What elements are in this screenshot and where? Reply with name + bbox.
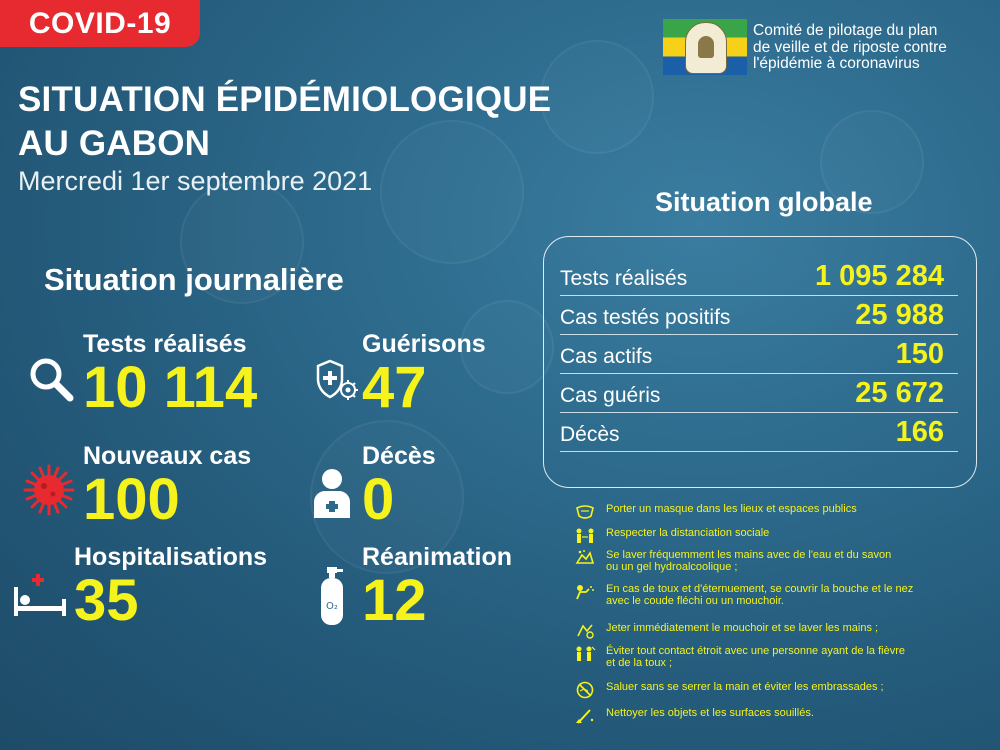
gabon-flag-logo	[663, 19, 747, 75]
tip-text: Porter un masque dans les lieux et espac…	[606, 503, 857, 515]
background-virus-shape	[180, 180, 304, 304]
global-row-value: 25 988	[855, 299, 944, 331]
tissue-icon	[577, 624, 594, 639]
global-row-value: 1 095 284	[814, 260, 944, 292]
title-line-2: AU GABON	[18, 124, 211, 163]
stat-tests-value: 10 114	[83, 355, 258, 420]
global-row-value: 25 672	[855, 377, 944, 409]
tip-text: Nettoyer les objets et les surfaces soui…	[606, 707, 814, 719]
tip-text: Jeter immédiatement le mouchoir et se la…	[606, 622, 879, 634]
handwash-icon	[575, 550, 595, 564]
page-title: SITUATION ÉPIDÉMIOLOGIQUE AU GABON	[18, 78, 551, 166]
svg-text:O₂: O₂	[326, 601, 338, 612]
global-row-label: Cas actifs	[560, 345, 653, 368]
stat-new-cases-label: Nouveaux cas	[83, 442, 252, 470]
distance-icon	[576, 528, 594, 543]
hospital-bed-icon	[14, 574, 66, 616]
person-icon	[314, 469, 350, 518]
stat-deaths-label: Décès	[362, 442, 436, 470]
report-date: Mercredi 1er septembre 2021	[18, 166, 373, 196]
oxygen-tank-icon: O₂	[321, 567, 343, 625]
background-virus-shape	[460, 300, 554, 394]
avoid-contact-icon	[576, 646, 596, 661]
background-virus-shape	[820, 110, 924, 214]
global-row-label: Tests réalisés	[560, 267, 688, 290]
virus-icon	[23, 464, 75, 516]
stat-icu-label: Réanimation	[362, 543, 513, 571]
stat-hospitalisations-label: Hospitalisations	[74, 543, 268, 571]
magnifier-icon	[30, 358, 74, 402]
stat-icu-value: 12	[362, 568, 427, 633]
stat-new-cases-value: 100	[83, 467, 180, 532]
global-heading: Situation globale	[655, 187, 873, 217]
tip-text: Éviter tout contact étroit avec une pers…	[606, 645, 906, 669]
committee-name: Comité de pilotage du plan de veille et …	[753, 22, 998, 73]
covid-badge: COVID-19	[0, 0, 200, 47]
background-virus-shape	[540, 40, 654, 154]
stat-deaths-value: 0	[362, 467, 395, 532]
daily-heading: Situation journalière	[44, 262, 344, 297]
global-row-active: Cas actifs 150	[560, 335, 958, 374]
committee-line: de veille et de riposte contre	[753, 38, 947, 56]
cleaning-icon	[576, 709, 594, 724]
committee-line: l'épidémie à coronavirus	[753, 55, 920, 72]
stat-tests-label: Tests réalisés	[83, 330, 247, 358]
stat-hospitalisations-value: 35	[74, 568, 139, 633]
global-row-recovered: Cas guéris 25 672	[560, 374, 958, 413]
global-row-label: Cas testés positifs	[560, 306, 731, 329]
no-handshake-icon	[576, 681, 594, 699]
background-virus-shape	[310, 420, 464, 574]
tip-text: Saluer sans se serrer la main et éviter …	[606, 681, 884, 693]
global-row-value: 166	[895, 416, 944, 448]
global-row-label: Cas guéris	[560, 384, 661, 407]
title-line-1: SITUATION ÉPIDÉMIOLOGIQUE	[18, 80, 552, 119]
republic-seal-icon	[685, 22, 727, 74]
stat-recoveries-value: 47	[362, 355, 427, 420]
global-row-label: Décès	[560, 423, 620, 446]
mask-icon	[576, 505, 594, 519]
background-virus-shape	[380, 120, 524, 264]
cough-icon	[576, 585, 594, 600]
tip-text: En cas de toux et d'éternuement, se couv…	[606, 583, 914, 607]
shield-virus-icon	[316, 359, 358, 400]
stat-recoveries-label: Guérisons	[362, 330, 486, 358]
tip-text: Se laver fréquemment les mains avec de l…	[606, 549, 892, 573]
global-row-value: 150	[895, 338, 944, 370]
tip-text: Respecter la distanciation sociale	[606, 527, 770, 539]
committee-line: Comité de pilotage du plan	[753, 22, 938, 39]
global-row-tests: Tests réalisés 1 095 284	[560, 257, 958, 296]
global-summary-panel: Tests réalisés 1 095 284 Cas testés posi…	[543, 236, 977, 488]
global-row-positive: Cas testés positifs 25 988	[560, 296, 958, 335]
global-row-deaths: Décès 166	[560, 413, 958, 452]
